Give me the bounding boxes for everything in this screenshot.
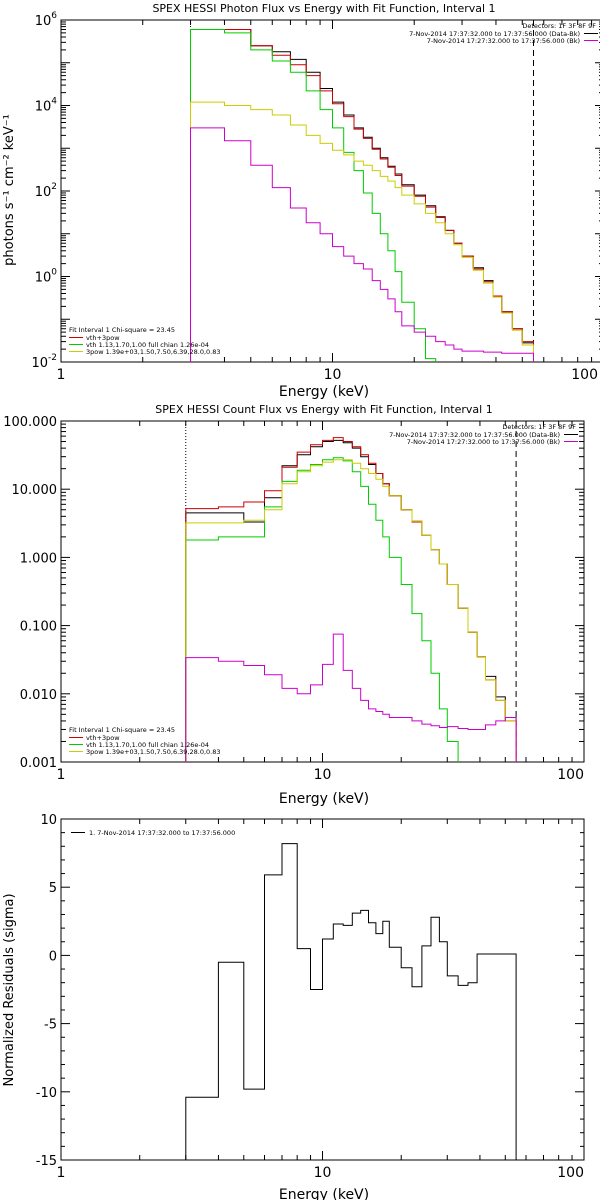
x-tick-label: 100 bbox=[557, 1165, 584, 1181]
x-tick-label: 10 bbox=[324, 367, 342, 383]
plot-frame bbox=[60, 19, 600, 363]
fit-legend-entry: vth+3pow bbox=[86, 734, 120, 742]
fit-legend-header: Fit Interval 1 Chi-square = 23.45 bbox=[69, 726, 175, 734]
legend-entry: 7-Nov-2014 17:27:32.000 to 17:37:56.000 … bbox=[407, 438, 560, 446]
y-tick-label: 10 bbox=[40, 813, 57, 828]
series-group bbox=[190, 29, 534, 362]
fit-legend-entry: 3pow 1.39e+03,1.50,7.50,6.39,28.0,0.83 bbox=[86, 748, 221, 756]
y-tick-label: 0.100 bbox=[20, 620, 57, 635]
fit-legend-entry: vth 1.13,1.70,1.00 full chian 1.26e-04 bbox=[86, 341, 209, 349]
legend-entry: 7-Nov-2014 17:37:32.000 to 17:37:56.000 … bbox=[409, 30, 580, 38]
y-tick-label: 0.001 bbox=[20, 756, 57, 771]
x-axis-label: Energy (keV) bbox=[279, 1187, 369, 1200]
series-vth bbox=[185, 457, 517, 762]
y-tick-label: 0.010 bbox=[20, 688, 57, 703]
y-tick-label: -5 bbox=[44, 1018, 57, 1033]
y-tick-label: 100 bbox=[35, 268, 58, 286]
x-axis-label: Energy (keV) bbox=[279, 791, 369, 807]
x-tick-label: 10 bbox=[314, 1165, 332, 1181]
x-tick-label: 1 bbox=[57, 767, 66, 783]
legend-header: Detectors: 1F 3F 8F 9F bbox=[522, 22, 596, 30]
series-3pow bbox=[185, 459, 517, 762]
y-tick-label: 104 bbox=[35, 97, 58, 115]
y-tick-label: 1.000 bbox=[20, 551, 57, 566]
series-bk bbox=[185, 633, 517, 762]
x-tick-label: 100 bbox=[557, 767, 584, 783]
x-tick-label: 1 bbox=[57, 1165, 66, 1181]
legend-header: Detectors: 1F 3F 8F 9F bbox=[502, 423, 576, 431]
y-axis-label: Normalized Residuals (sigma) bbox=[2, 893, 17, 1086]
y-tick-label: -10 bbox=[36, 1086, 57, 1101]
series-vth-3pow bbox=[190, 29, 534, 362]
y-tick-label: 100.000 bbox=[3, 415, 57, 430]
fit-legend-entry: vth+3pow bbox=[86, 334, 120, 342]
fit-legend-entry: 3pow 1.39e+03,1.50,7.50,6.39,28.0,0.83 bbox=[86, 348, 221, 356]
fit-legend-entry: vth 1.13,1.70,1.00 full chian 1.26e-04 bbox=[86, 741, 209, 749]
series-group bbox=[185, 843, 517, 1160]
series-3pow bbox=[190, 101, 534, 362]
series-1- bbox=[185, 843, 517, 1160]
x-tick-label: 1 bbox=[57, 367, 66, 383]
y-tick-label: 5 bbox=[49, 881, 57, 896]
y-tick-label: 10.000 bbox=[12, 483, 58, 498]
x-tick-label: 10 bbox=[314, 767, 332, 783]
chart-title: SPEX HESSI Count Flux vs Energy with Fit… bbox=[155, 403, 492, 416]
y-tick-label: 10-2 bbox=[31, 353, 57, 371]
legend-entry: 1. 7-Nov-2014 17:37:32.000 to 17:37:56.0… bbox=[89, 829, 235, 837]
y-axis-label: photons s⁻¹ cm⁻² keV⁻¹ bbox=[2, 114, 17, 266]
y-tick-label: 106 bbox=[35, 11, 58, 29]
legend-entry: 7-Nov-2014 17:27:32.000 to 17:37:56.000 … bbox=[427, 37, 580, 45]
legend-entry: 7-Nov-2014 17:37:32.000 to 17:37:56.000 … bbox=[389, 431, 560, 439]
y-tick-label: 102 bbox=[35, 182, 57, 200]
series-data-bk bbox=[190, 29, 534, 362]
series-bk bbox=[190, 127, 534, 362]
chart-title: SPEX HESSI Photon Flux vs Energy with Fi… bbox=[152, 2, 495, 15]
series-vth bbox=[190, 29, 534, 362]
fit-legend-header: Fit Interval 1 Chi-square = 23.45 bbox=[69, 326, 175, 334]
x-axis-label: Energy (keV) bbox=[279, 384, 369, 400]
series-group bbox=[185, 437, 517, 762]
y-tick-label: 0 bbox=[49, 949, 57, 964]
series-vth-3pow bbox=[185, 437, 517, 762]
x-tick-label: 100 bbox=[571, 367, 598, 383]
y-tick-label: -15 bbox=[36, 1154, 57, 1169]
series-data-bk bbox=[185, 439, 517, 762]
